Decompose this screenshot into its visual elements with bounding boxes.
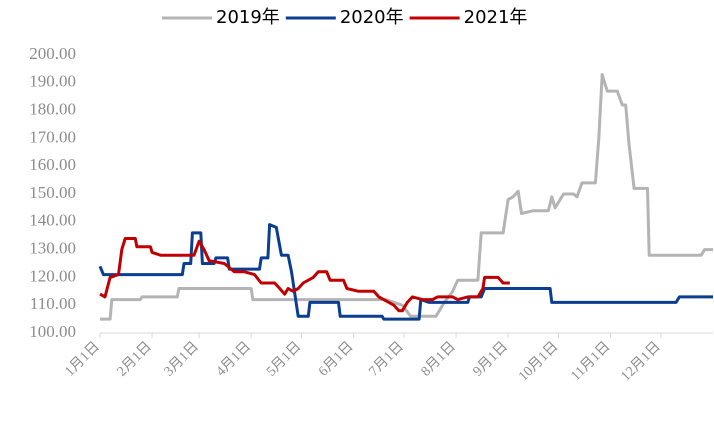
y-tick-label: 100.00: [29, 322, 76, 341]
x-tick-label: 12月1日: [618, 339, 664, 385]
series-line: [99, 237, 510, 313]
y-tick-label: 140.00: [29, 211, 76, 230]
y-tick-label: 150.00: [29, 183, 76, 202]
x-tick-label: 2月1日: [114, 339, 155, 380]
y-tick-label: 120.00: [29, 266, 76, 285]
series-line: [100, 73, 713, 321]
x-tick-label: 9月1日: [470, 339, 511, 380]
x-tick-label: 11月1日: [568, 339, 614, 385]
x-tick-label: 1月1日: [62, 339, 103, 380]
y-tick-label: 130.00: [29, 239, 76, 258]
legend-label: 2021年: [464, 7, 528, 28]
y-tick-label: 160.00: [29, 155, 76, 174]
x-tick-label: 5月1日: [263, 339, 304, 380]
legend-label: 2020年: [340, 7, 404, 28]
legend-label: 2019年: [216, 7, 280, 28]
x-tick-label: 10月1日: [515, 339, 561, 385]
x-tick-label: 8月1日: [418, 339, 459, 380]
x-tick-label: 7月1日: [366, 339, 407, 380]
y-tick-label: 200.00: [29, 44, 76, 63]
y-tick-label: 170.00: [29, 127, 76, 146]
x-tick-label: 3月1日: [161, 339, 202, 380]
y-tick-label: 180.00: [29, 100, 76, 119]
x-tick-label: 6月1日: [315, 339, 356, 380]
y-tick-label: 110.00: [30, 294, 76, 313]
x-tick-label: 4月1日: [213, 339, 254, 380]
y-tick-label: 190.00: [29, 72, 76, 91]
